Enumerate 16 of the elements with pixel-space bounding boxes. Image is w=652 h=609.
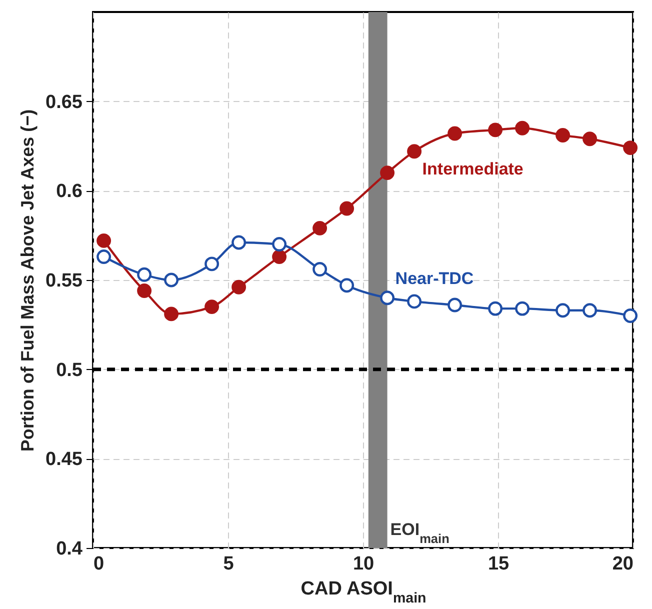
band-label: EOI$_{main}$ [390,520,450,546]
y-tick-label: 0.45 [46,449,83,470]
y-tick-label: 0.5 [56,360,83,381]
series-label: Intermediate [422,159,524,178]
x-tick-label: 15 [488,554,510,574]
series-label: Near-TDC [395,268,474,288]
x-tick-label: 0 [94,554,104,574]
y-tick-label: 0.65 [46,92,83,113]
x-tick-label: 5 [223,554,234,574]
x-tick-label: 10 [352,554,374,574]
y-tick-label: 0.4 [56,538,83,560]
x-axis-title: CAD ASOI$_{main}$ [300,578,426,606]
y-axis-title: Portion of Fuel Mass Above Jet Axes (−) [18,109,38,452]
y-tick-label: 0.55 [46,270,83,292]
y-tick-label: 0.6 [56,181,82,202]
x-tick-label: 20 [612,554,634,574]
